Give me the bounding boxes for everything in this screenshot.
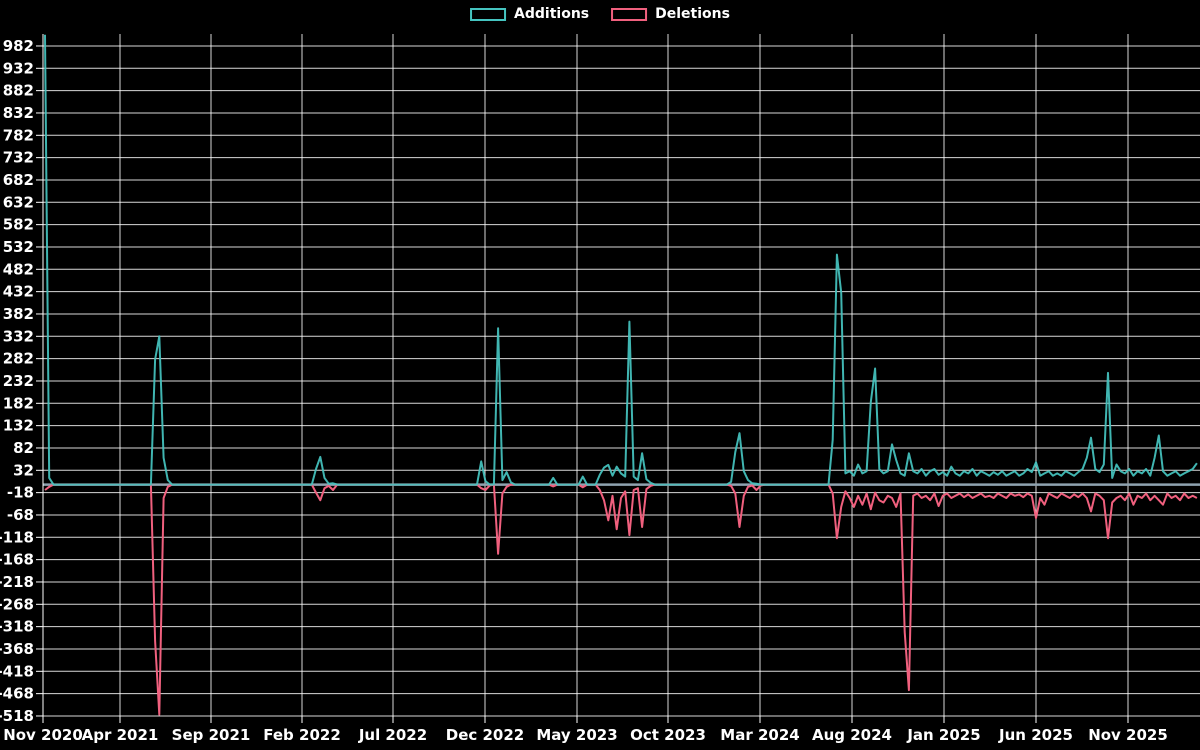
y-tick-label: 182 <box>3 394 34 412</box>
y-tick-label: -318 <box>0 618 34 636</box>
y-tick-label: -368 <box>0 640 34 658</box>
y-tick-label: 732 <box>3 149 34 167</box>
y-tick-label: -118 <box>0 528 34 546</box>
y-tick-label: -68 <box>7 506 34 524</box>
y-tick-label: 582 <box>3 216 34 234</box>
legend-item-deletions[interactable]: Deletions <box>611 6 730 22</box>
additions-line <box>44 34 1198 486</box>
x-tick-label: Jan 2025 <box>906 726 980 744</box>
x-tick-label: Oct 2023 <box>630 726 706 744</box>
y-tick-label: -518 <box>0 707 34 725</box>
y-tick-label: 932 <box>3 59 34 77</box>
y-tick-label: 982 <box>3 37 34 55</box>
additions-swatch-icon <box>470 7 507 21</box>
y-tick-label: -268 <box>0 595 34 613</box>
y-tick-label: 782 <box>3 126 34 144</box>
y-tick-label: 682 <box>3 171 34 189</box>
x-tick-label: Nov 2025 <box>1088 726 1168 744</box>
x-tick-label: May 2023 <box>536 726 617 744</box>
x-tick-label: Mar 2024 <box>720 726 799 744</box>
y-tick-label: 82 <box>13 439 34 457</box>
y-tick-label: 382 <box>3 305 34 323</box>
deletions-swatch-icon <box>611 7 648 21</box>
legend-item-additions[interactable]: Additions <box>470 6 589 22</box>
x-tick-label: Aug 2024 <box>812 726 892 744</box>
x-tick-label: Feb 2022 <box>263 726 341 744</box>
x-tick-label: Dec 2022 <box>446 726 525 744</box>
chart-legend: Additions Deletions <box>470 6 730 22</box>
y-tick-label: -18 <box>7 484 34 502</box>
y-tick-label: 482 <box>3 260 34 278</box>
deletions-line <box>44 483 1198 716</box>
y-tick-label: 632 <box>3 193 34 211</box>
y-tick-label: -468 <box>0 685 34 703</box>
y-tick-label: 532 <box>3 238 34 256</box>
y-tick-label: -418 <box>0 662 34 680</box>
x-tick-label: Jul 2022 <box>358 726 427 744</box>
x-tick-label: Sep 2021 <box>172 726 251 744</box>
x-tick-label: Jun 2025 <box>998 726 1073 744</box>
x-tick-label: Apr 2021 <box>82 726 159 744</box>
y-tick-label: 882 <box>3 82 34 100</box>
y-tick-label: 132 <box>3 417 34 435</box>
y-tick-label: 332 <box>3 327 34 345</box>
y-tick-label: 232 <box>3 372 34 390</box>
x-tick-label: Nov 2020 <box>3 726 83 744</box>
y-tick-label: 432 <box>3 283 34 301</box>
y-tick-label: -218 <box>0 573 34 591</box>
y-tick-label: -168 <box>0 551 34 569</box>
legend-label-additions: Additions <box>514 6 590 22</box>
legend-label-deletions: Deletions <box>655 6 730 22</box>
y-tick-label: 832 <box>3 104 34 122</box>
y-tick-label: 282 <box>3 350 34 368</box>
y-tick-label: 32 <box>13 461 34 479</box>
